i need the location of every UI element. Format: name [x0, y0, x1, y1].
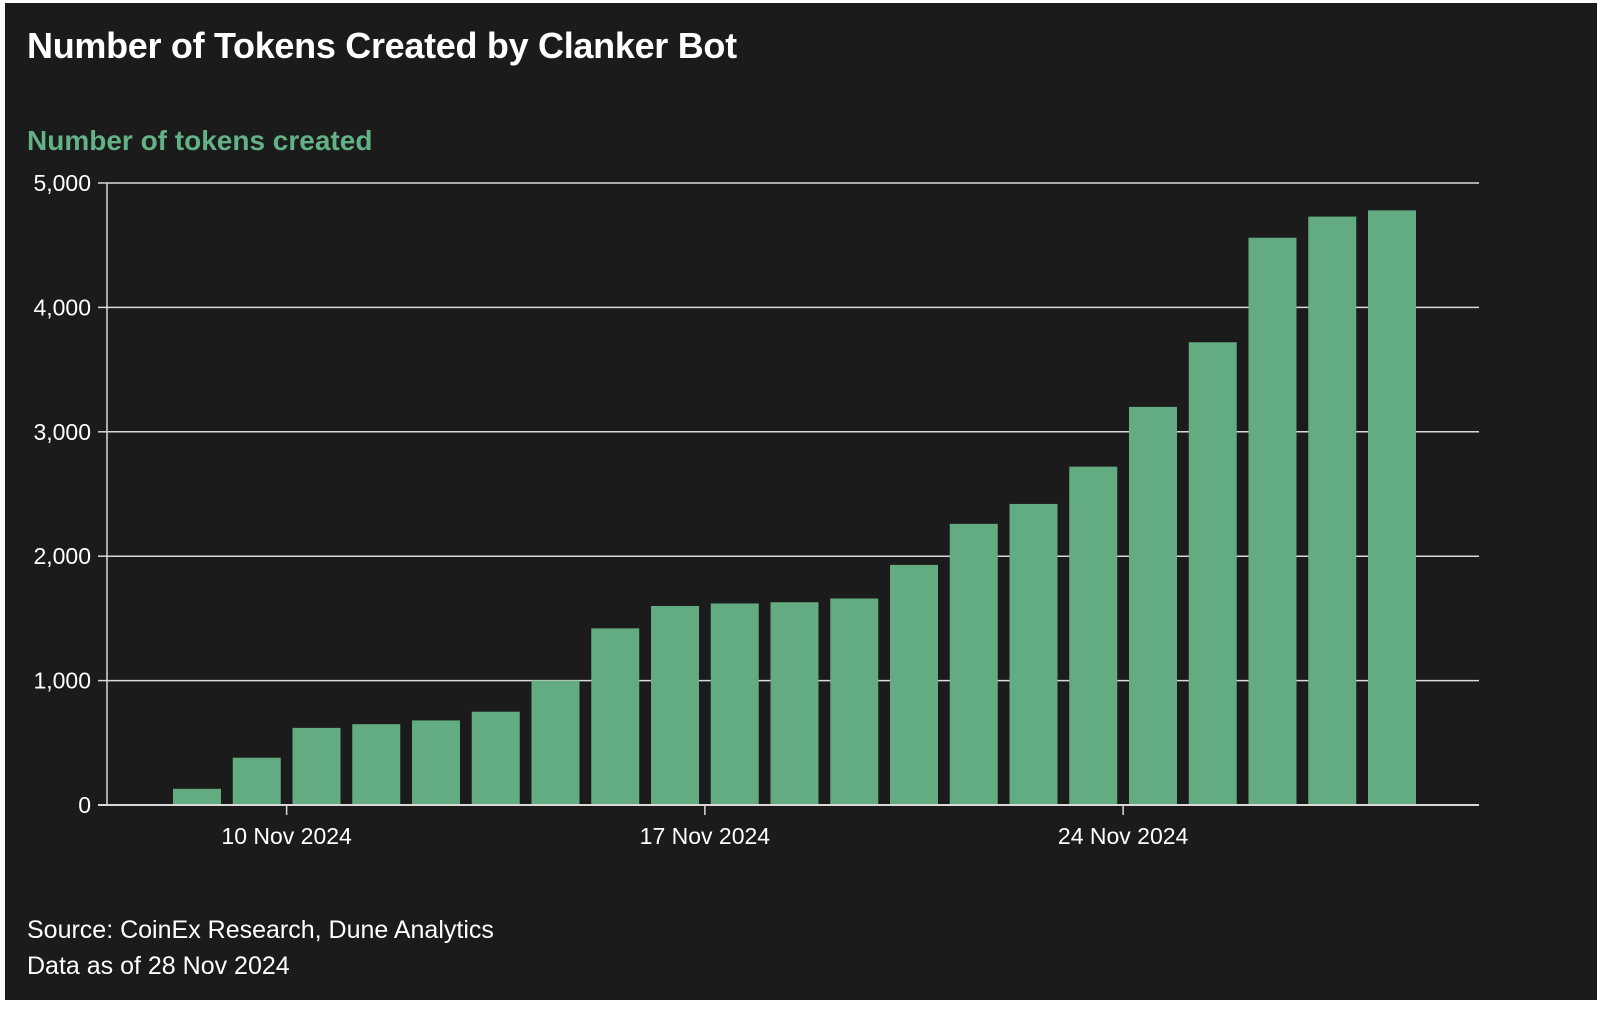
y-tick-label: 2,000	[33, 543, 91, 569]
y-tick-label: 4,000	[33, 294, 91, 320]
chart-title: Number of Tokens Created by Clanker Bot	[27, 25, 737, 66]
bar	[591, 628, 640, 805]
x-axis-ticks: 10 Nov 2024 17 Nov 2024 24 Nov 2024	[221, 805, 1189, 849]
bar	[531, 680, 580, 805]
bar	[1368, 210, 1416, 806]
bar	[292, 727, 341, 805]
bar	[352, 724, 401, 805]
bar	[830, 598, 879, 805]
x-tick-label: 10 Nov 2024	[221, 823, 352, 849]
chart-card: Number of Tokens Created by Clanker Bot …	[5, 3, 1597, 1000]
bar	[1248, 237, 1297, 806]
bar	[651, 605, 699, 805]
y-axis-ticks: 0 1,000 2,000 3,000 4,000 5,000	[33, 170, 107, 818]
axes	[98, 183, 1479, 806]
data-date-note: Data as of 28 Nov 2024	[27, 952, 290, 980]
bar	[949, 523, 998, 805]
bar	[710, 603, 759, 805]
bar	[1308, 216, 1357, 805]
x-tick-label: 24 Nov 2024	[1058, 823, 1189, 849]
bar	[1188, 342, 1237, 805]
bar	[770, 602, 819, 805]
bar	[471, 711, 520, 805]
x-tick-label: 17 Nov 2024	[640, 823, 771, 849]
bar	[173, 788, 221, 805]
chart-footer: Source: CoinEx Research, Dune Analytics …	[27, 912, 494, 984]
source-note: Source: CoinEx Research, Dune Analytics	[27, 916, 494, 944]
bar	[1129, 406, 1177, 805]
bars	[173, 210, 1416, 806]
bar	[232, 757, 281, 805]
y-tick-label: 0	[78, 792, 91, 818]
bar	[412, 720, 460, 805]
bar-chart: 0 1,000 2,000 3,000 4,000 5,000 10 Nov 2024 17…	[33, 170, 1479, 849]
y-tick-label: 3,000	[33, 419, 91, 445]
y-axis-title: Number of tokens created	[27, 125, 373, 156]
bar	[1009, 503, 1058, 805]
y-tick-label: 1,000	[33, 668, 91, 694]
bar	[890, 564, 938, 805]
bar	[1069, 466, 1118, 805]
y-tick-label: 5,000	[33, 170, 91, 196]
